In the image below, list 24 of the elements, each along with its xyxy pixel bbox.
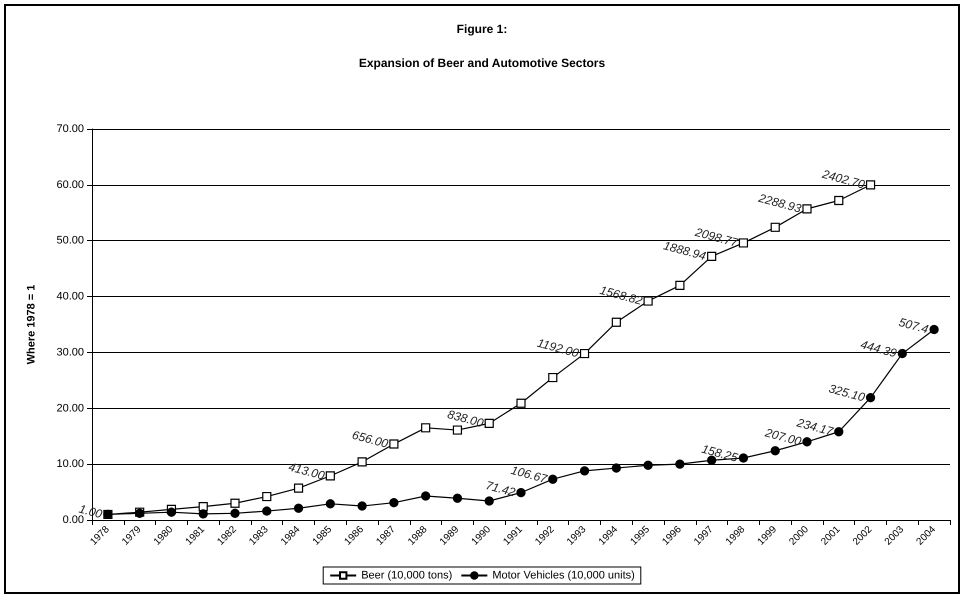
annotation: 2288.93 (756, 190, 804, 216)
chart-subtitle: Expansion of Beer and Automotive Sectors (358, 56, 606, 70)
annotation: 507.4 (897, 314, 930, 336)
annotation: 1568.82 (598, 283, 644, 308)
y-axis-title: Where 1978 = 1 (26, 284, 38, 364)
annotation: 656.00 (350, 428, 390, 451)
annotation: 158.25 (700, 442, 740, 465)
annotation: 2402.70 (820, 166, 867, 192)
chart-title: Figure 1: (456, 22, 508, 36)
y-tick-label: 30.00 (56, 346, 84, 358)
legend-label: Motor Vehicles (10,000 units) (492, 570, 635, 582)
annotation: 1192.00 (536, 336, 581, 360)
legend-label: Beer (10,000 tons) (361, 570, 452, 582)
annotation: 838.00 (446, 407, 486, 430)
y-tick-label: 50.00 (56, 234, 84, 247)
y-tick-label: 0.00 (62, 514, 84, 526)
y-tick-label: 40.00 (56, 290, 84, 303)
y-tick-label: 10.00 (56, 458, 84, 470)
y-tick-label: 70.00 (56, 123, 84, 135)
annotation: 413.00 (287, 460, 326, 483)
annotation: 444.39 (859, 337, 898, 360)
annotation: 325.10 (827, 381, 867, 405)
y-tick-label: 60.00 (56, 178, 84, 191)
y-tick-label: 20.00 (56, 402, 84, 414)
